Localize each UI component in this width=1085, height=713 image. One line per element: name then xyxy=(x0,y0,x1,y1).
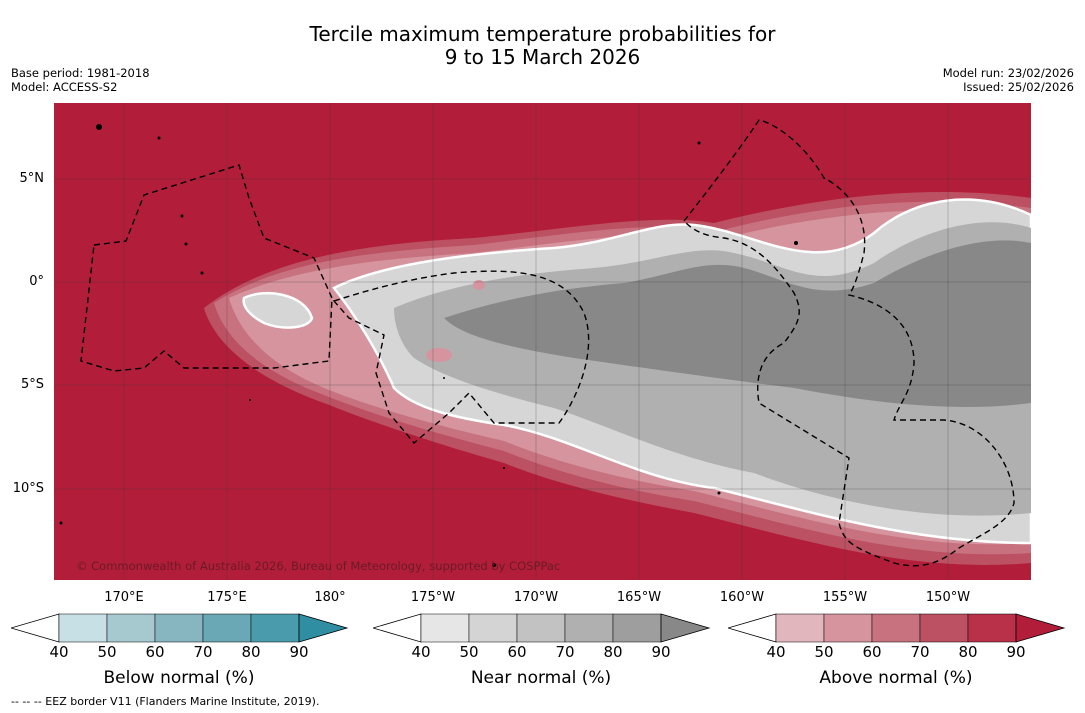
colorbar-tick-label: 50 xyxy=(97,643,117,661)
colorbar-swatch xyxy=(775,613,825,643)
probability-map xyxy=(54,103,1031,580)
colorbar-swatch xyxy=(823,613,873,643)
eez-border-legend: -- -- -- EEZ border V11 (Flanders Marine… xyxy=(11,695,320,708)
colorbar-tick-label: 40 xyxy=(766,643,786,661)
colorbar-swatch xyxy=(967,613,1017,643)
colorbar-extend-high xyxy=(660,613,711,643)
colorbar-near-swatches xyxy=(371,613,711,643)
colorbar-extend-low xyxy=(9,613,60,643)
colorbar-above-normal xyxy=(726,613,1068,647)
colorbar-title-near: Near normal (%) xyxy=(470,668,612,688)
above-normal-spot xyxy=(426,348,452,362)
colorbar-tick-label: 60 xyxy=(507,643,527,661)
colorbar-swatch xyxy=(58,613,108,643)
gridlines xyxy=(54,103,1031,580)
colorbar-title-above: Above normal (%) xyxy=(819,668,973,688)
lon-label: 155°W xyxy=(822,590,868,605)
colorbar-tick-label: 50 xyxy=(814,643,834,661)
colorbar-tick-label: 60 xyxy=(862,643,882,661)
lon-label: 170°E xyxy=(104,590,144,605)
colorbar-above-swatches xyxy=(726,613,1066,643)
colorbar-tick-label: 80 xyxy=(603,643,623,661)
colorbar-tick-label: 90 xyxy=(1006,643,1026,661)
colorbar-tick-label: 50 xyxy=(459,643,479,661)
issued-date: Issued: 25/02/2026 xyxy=(963,80,1074,94)
colorbar-extend-high xyxy=(1015,613,1066,643)
colorbar-title-below: Below normal (%) xyxy=(103,668,255,688)
colorbar-tick-label: 40 xyxy=(49,643,69,661)
colorbar-swatch xyxy=(202,613,252,643)
colorbar-swatch xyxy=(612,613,662,643)
colorbar-swatch xyxy=(564,613,614,643)
map-title-line2: 9 to 15 March 2026 xyxy=(444,45,641,69)
near-normal-island xyxy=(242,291,314,329)
colorbar-swatch xyxy=(154,613,204,643)
colorbar-extend-low xyxy=(726,613,777,643)
colorbar-near-normal xyxy=(371,613,713,647)
lat-label: 10°S xyxy=(12,481,44,496)
colorbar-tick-label: 70 xyxy=(555,643,575,661)
colorbar-swatch xyxy=(516,613,566,643)
colorbar-swatch xyxy=(468,613,518,643)
colorbar-below-swatches xyxy=(9,613,349,643)
lon-label: 150°W xyxy=(925,590,971,605)
lon-label: 165°W xyxy=(616,590,662,605)
lat-label: 5°S xyxy=(20,377,44,392)
colorbar-swatch xyxy=(106,613,156,643)
colorbar-tick-label: 90 xyxy=(651,643,671,661)
model-name: Model: ACCESS-S2 xyxy=(11,80,118,94)
colorbar-tick-label: 80 xyxy=(241,643,261,661)
colorbar-extend-low xyxy=(371,613,422,643)
map-canvas xyxy=(54,103,1031,580)
copyright-notice: © Commonwealth of Australia 2026, Bureau… xyxy=(76,559,561,573)
above-normal-spot xyxy=(473,280,485,290)
lon-label: 175°W xyxy=(410,590,456,605)
colorbar-tick-label: 80 xyxy=(958,643,978,661)
model-run: Model run: 23/02/2026 xyxy=(942,66,1074,80)
base-period: Base period: 1981-2018 xyxy=(11,66,150,80)
colorbar-tick-label: 70 xyxy=(910,643,930,661)
lon-label: 160°W xyxy=(719,590,765,605)
map-title-line1: Tercile maximum temperature probabilitie… xyxy=(309,22,776,46)
colorbar-swatch xyxy=(420,613,470,643)
lat-label: 0° xyxy=(29,274,44,289)
colorbar-swatch xyxy=(919,613,969,643)
eez-borders xyxy=(80,119,1015,567)
colorbar-tick-label: 90 xyxy=(289,643,309,661)
colorbar-tick-label: 70 xyxy=(193,643,213,661)
islands xyxy=(59,124,798,567)
colorbar-below-normal xyxy=(9,613,351,647)
lon-label: 180° xyxy=(314,590,346,605)
lat-label: 5°N xyxy=(19,171,45,186)
colorbar-tick-label: 40 xyxy=(411,643,431,661)
colorbar-extend-high xyxy=(298,613,349,643)
lon-label: 170°W xyxy=(513,590,559,605)
lon-label: 175°E xyxy=(207,590,247,605)
colorbar-swatch xyxy=(250,613,300,643)
colorbar-tick-label: 60 xyxy=(145,643,165,661)
colorbar-swatch xyxy=(871,613,921,643)
